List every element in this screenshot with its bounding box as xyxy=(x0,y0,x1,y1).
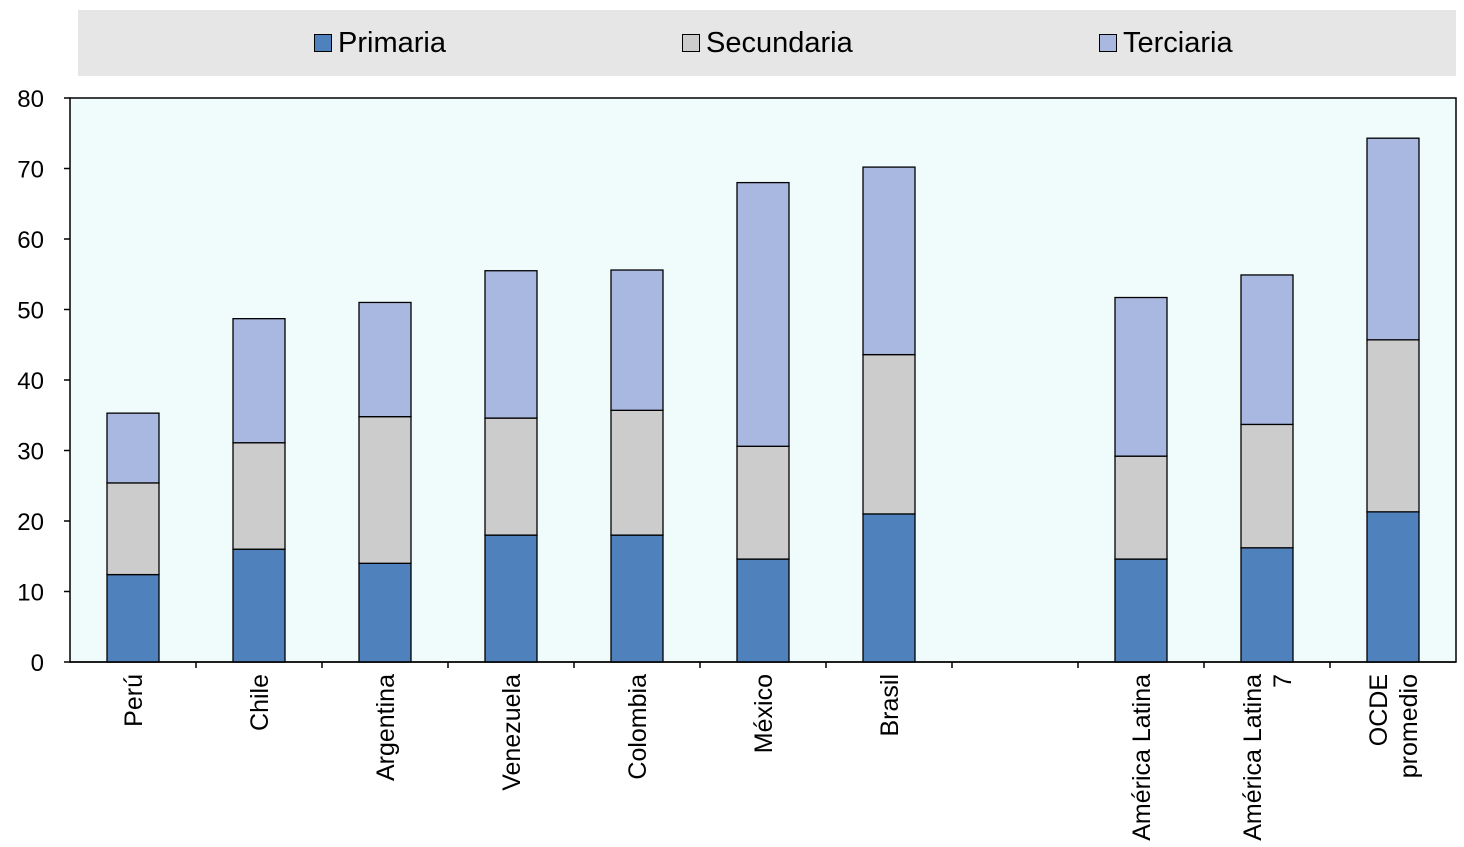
bar-secundaria-9 xyxy=(1240,423,1294,549)
x-category-label: OCDE xyxy=(1365,674,1393,746)
bar-terciaria-0 xyxy=(106,412,160,484)
bar-terciaria-3 xyxy=(484,270,538,419)
bar-terciaria-4 xyxy=(610,269,664,411)
x-category-label: Colombia xyxy=(624,674,652,780)
bar-primaria-5 xyxy=(736,558,790,663)
bar-terciaria-10 xyxy=(1366,137,1420,341)
legend-swatch-secundaria xyxy=(682,34,700,52)
y-tick-label: 70 xyxy=(17,157,44,184)
bar-secundaria-0 xyxy=(106,482,160,576)
bar-terciaria-5 xyxy=(736,181,790,447)
bar-terciaria-6 xyxy=(862,166,916,356)
legend-swatch-primaria xyxy=(314,34,332,52)
x-category-label: América Latina xyxy=(1128,674,1156,841)
chart-legend: Primaria Secundaria Terciaria xyxy=(78,10,1456,76)
legend-swatch-terciaria xyxy=(1099,34,1117,52)
bar-primaria-4 xyxy=(610,534,664,663)
x-category-label: Perú xyxy=(120,674,148,727)
bar-secundaria-5 xyxy=(736,445,790,560)
legend-label-terciaria: Terciaria xyxy=(1123,26,1233,59)
y-tick-label: 60 xyxy=(17,227,44,254)
x-category-label: México xyxy=(750,674,778,753)
bar-primaria-9 xyxy=(1240,547,1294,663)
bar-secundaria-8 xyxy=(1114,455,1168,560)
x-category-label: Venezuela xyxy=(498,674,526,791)
bar-primaria-8 xyxy=(1114,558,1168,663)
bar-terciaria-2 xyxy=(358,301,412,418)
y-tick-label: 0 xyxy=(31,650,44,677)
bar-primaria-1 xyxy=(232,548,286,663)
y-tick-label: 50 xyxy=(17,298,44,325)
legend-label-primaria: Primaria xyxy=(338,26,446,59)
x-category-label: 7 xyxy=(1269,674,1297,688)
bar-terciaria-8 xyxy=(1114,296,1168,457)
bar-primaria-6 xyxy=(862,513,916,663)
x-category-label: América Latina xyxy=(1239,674,1267,841)
y-tick-label: 20 xyxy=(17,509,44,536)
bar-secundaria-3 xyxy=(484,417,538,536)
x-category-label: Chile xyxy=(246,674,274,731)
bar-primaria-2 xyxy=(358,562,412,663)
y-tick-label: 40 xyxy=(17,368,44,395)
y-tick-label: 80 xyxy=(17,86,44,113)
x-category-label: promedio xyxy=(1395,674,1423,778)
bar-primaria-0 xyxy=(106,573,160,663)
x-category-label: Brasil xyxy=(876,674,904,737)
bar-terciaria-9 xyxy=(1240,274,1294,426)
bar-secundaria-6 xyxy=(862,353,916,515)
bar-secundaria-10 xyxy=(1366,339,1420,513)
legend-item-terciaria: Terciaria xyxy=(1099,10,1233,76)
bar-secundaria-4 xyxy=(610,409,664,536)
legend-item-secundaria: Secundaria xyxy=(682,10,853,76)
bar-primaria-3 xyxy=(484,534,538,663)
bar-secundaria-1 xyxy=(232,442,286,550)
bar-primaria-10 xyxy=(1366,511,1420,663)
y-tick-label: 30 xyxy=(17,439,44,466)
legend-item-primaria: Primaria xyxy=(314,10,446,76)
legend-label-secundaria: Secundaria xyxy=(706,26,853,59)
bar-terciaria-1 xyxy=(232,318,286,444)
x-category-label: Argentina xyxy=(372,674,400,781)
y-tick-label: 10 xyxy=(17,580,44,607)
bar-secundaria-2 xyxy=(358,416,412,564)
